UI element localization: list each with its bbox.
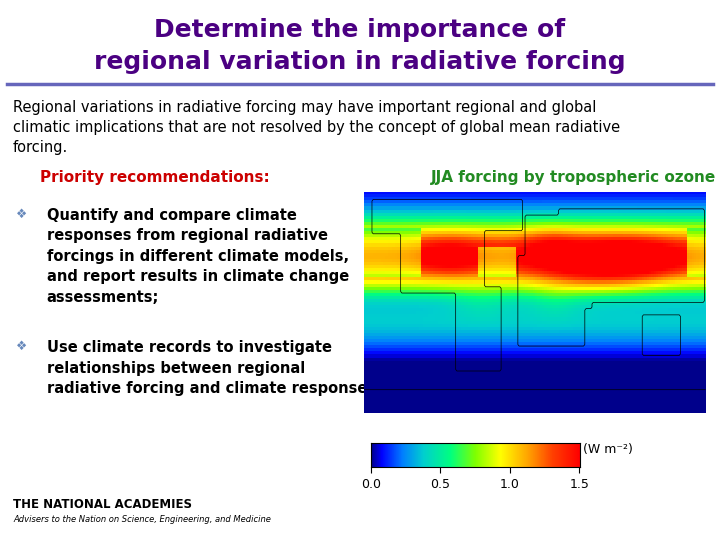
Text: Use climate records to investigate
relationships between regional
radiative forc: Use climate records to investigate relat…	[47, 340, 373, 396]
Text: regional variation in radiative forcing: regional variation in radiative forcing	[94, 50, 626, 74]
Text: Regional variations in radiative forcing may have important regional and global: Regional variations in radiative forcing…	[13, 100, 596, 115]
Text: ❖: ❖	[16, 208, 27, 221]
Text: Determine the importance of: Determine the importance of	[154, 18, 566, 42]
Text: forcing.: forcing.	[13, 140, 68, 155]
Text: JJA forcing by tropospheric ozone: JJA forcing by tropospheric ozone	[431, 170, 716, 185]
Text: Quantify and compare climate
responses from regional radiative
forcings in diffe: Quantify and compare climate responses f…	[47, 208, 349, 305]
Text: Priority recommendations:: Priority recommendations:	[40, 170, 269, 185]
Text: Advisers to the Nation on Science, Engineering, and Medicine: Advisers to the Nation on Science, Engin…	[13, 515, 271, 524]
Text: THE NATIONAL ACADEMIES: THE NATIONAL ACADEMIES	[13, 498, 192, 511]
Text: ❖: ❖	[16, 340, 27, 353]
Text: climatic implications that are not resolved by the concept of global mean radiat: climatic implications that are not resol…	[13, 120, 620, 135]
Text: (W m⁻²): (W m⁻²)	[583, 443, 633, 456]
